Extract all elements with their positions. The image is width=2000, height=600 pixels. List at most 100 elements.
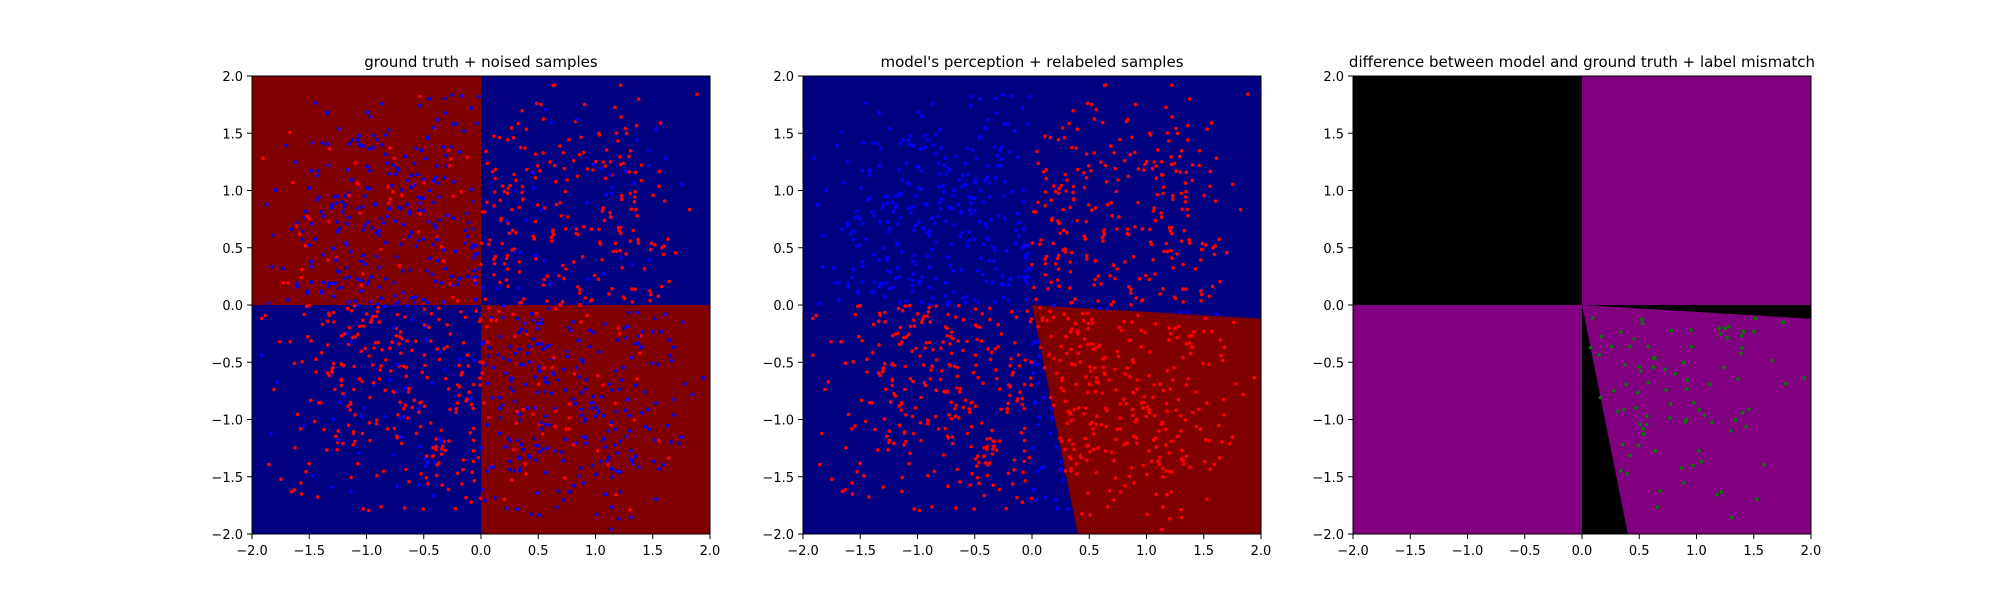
data-point (1100, 120, 1105, 125)
data-point (870, 350, 875, 355)
data-point (387, 206, 392, 211)
data-point (912, 253, 917, 258)
data-point (961, 317, 966, 322)
scatter-points (811, 83, 1257, 532)
data-point (329, 369, 334, 374)
data-point (510, 248, 514, 252)
data-point (483, 498, 487, 503)
data-point (1109, 200, 1114, 205)
data-point (443, 96, 447, 101)
data-point (1026, 275, 1030, 279)
data-point (439, 452, 444, 456)
data-point (567, 137, 571, 142)
data-point (392, 325, 397, 329)
data-point (312, 419, 317, 424)
data-point (640, 410, 644, 415)
data-point (302, 216, 307, 220)
data-point (1003, 180, 1007, 184)
data-point (501, 356, 505, 361)
data-point (530, 318, 535, 323)
data-point (359, 283, 364, 288)
data-point (464, 211, 469, 216)
data-point (491, 465, 496, 469)
data-point (862, 474, 866, 478)
data-point (551, 83, 556, 88)
data-point (600, 438, 605, 443)
data-point (1055, 278, 1060, 282)
data-point (1044, 495, 1048, 500)
data-point (618, 225, 623, 230)
data-point (1739, 351, 1743, 356)
data-point (479, 342, 484, 347)
data-point (1770, 358, 1775, 363)
data-point (288, 130, 292, 135)
data-point (1149, 242, 1154, 246)
data-point (1085, 342, 1090, 347)
data-point (1076, 406, 1081, 410)
data-point (515, 316, 520, 321)
data-point (1005, 410, 1009, 415)
data-point (1066, 409, 1070, 414)
data-point (481, 285, 485, 290)
data-point (950, 435, 955, 439)
data-point (648, 298, 652, 303)
data-point (1781, 320, 1786, 325)
data-point (855, 470, 859, 474)
data-point (535, 321, 540, 326)
data-point (427, 325, 431, 330)
data-point (1692, 400, 1696, 405)
data-point (361, 507, 365, 511)
data-point (1000, 274, 1005, 279)
data-point (877, 258, 881, 263)
data-point (264, 202, 269, 207)
data-point (835, 143, 839, 148)
data-point (923, 346, 927, 350)
data-point (500, 184, 505, 188)
data-point (279, 477, 283, 482)
data-point (588, 344, 593, 349)
data-point (1148, 131, 1152, 136)
data-point (850, 492, 855, 496)
data-point (1217, 237, 1221, 241)
data-point (972, 507, 976, 511)
data-point (537, 365, 541, 369)
data-point (1201, 361, 1205, 366)
data-point (353, 299, 357, 303)
data-point (521, 407, 525, 412)
data-point (922, 314, 926, 319)
data-point (626, 310, 631, 315)
data-point (975, 464, 979, 468)
data-point (837, 281, 841, 285)
data-point (347, 193, 351, 198)
data-point (992, 145, 997, 149)
data-point (916, 110, 921, 115)
data-point (405, 202, 410, 207)
data-point (597, 350, 601, 354)
data-point (1016, 274, 1021, 279)
data-point (398, 330, 403, 334)
data-point (446, 487, 451, 492)
data-point (639, 163, 644, 167)
data-point (1082, 234, 1086, 239)
data-point (395, 484, 399, 489)
data-point (1021, 187, 1025, 192)
data-point (1184, 454, 1189, 459)
data-point (1030, 446, 1035, 450)
data-point (628, 149, 633, 153)
data-point (976, 375, 980, 380)
data-point (424, 337, 428, 342)
data-point (1087, 382, 1092, 387)
chart-title: difference between model and ground trut… (1349, 53, 1815, 71)
data-point (1147, 448, 1151, 453)
data-point (569, 328, 573, 333)
data-point (419, 471, 423, 476)
data-point (582, 102, 587, 107)
data-point (604, 192, 608, 197)
data-point (1062, 312, 1066, 317)
data-point (1104, 180, 1109, 184)
data-point (610, 505, 614, 510)
data-point (476, 455, 481, 460)
data-point (576, 285, 580, 289)
data-point (1021, 227, 1026, 231)
data-point (1056, 267, 1061, 271)
